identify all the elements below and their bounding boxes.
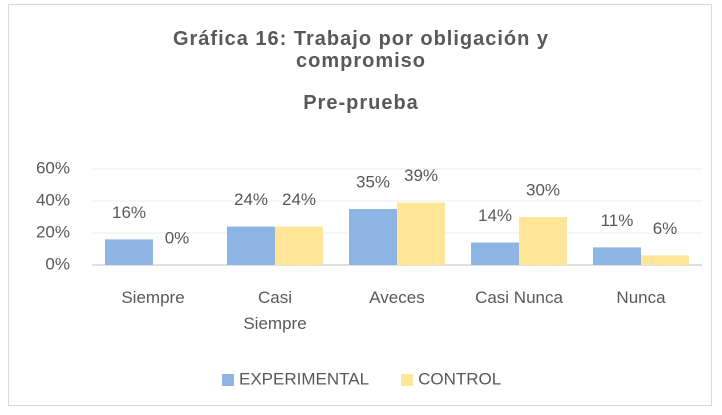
y-tick-label: 40% [36,190,70,209]
value-label: 0% [165,228,190,247]
x-tick-label: Casi Siempre [243,288,307,333]
x-tick-label: Casi Nunca [475,288,563,307]
y-tick-label: 20% [36,222,70,241]
value-label: 39% [404,166,438,185]
x-tick-label: Aveces [369,288,425,307]
legend-label: EXPERIMENTAL [239,369,369,388]
value-label: 24% [282,190,316,209]
value-label: 24% [234,190,268,209]
legend-label: CONTROL [418,369,501,388]
bar [227,226,275,265]
legend-swatch [401,374,414,386]
value-label: 30% [526,180,560,199]
chart-title: Gráfica 16: Trabajo por obligación y com… [172,28,550,72]
bar [397,202,445,265]
chart-frame [8,4,712,406]
bar [105,239,153,265]
x-tick-label: Nunca [616,288,666,307]
value-label: 6% [653,219,678,238]
y-tick-label: 60% [36,158,70,177]
bar [593,247,641,265]
chart-subtitle: Pre-prueba [303,92,419,114]
value-label: 14% [478,206,512,225]
bar [275,226,323,265]
value-label: 16% [112,203,146,222]
bar [349,209,397,265]
value-label: 11% [601,211,634,230]
bar [471,242,519,265]
legend-swatch [222,374,234,386]
bar [641,255,689,265]
x-tick-label: Siempre [121,288,185,307]
bar [519,217,567,265]
y-tick-label: 0% [45,254,70,273]
value-label: 35% [356,172,390,191]
